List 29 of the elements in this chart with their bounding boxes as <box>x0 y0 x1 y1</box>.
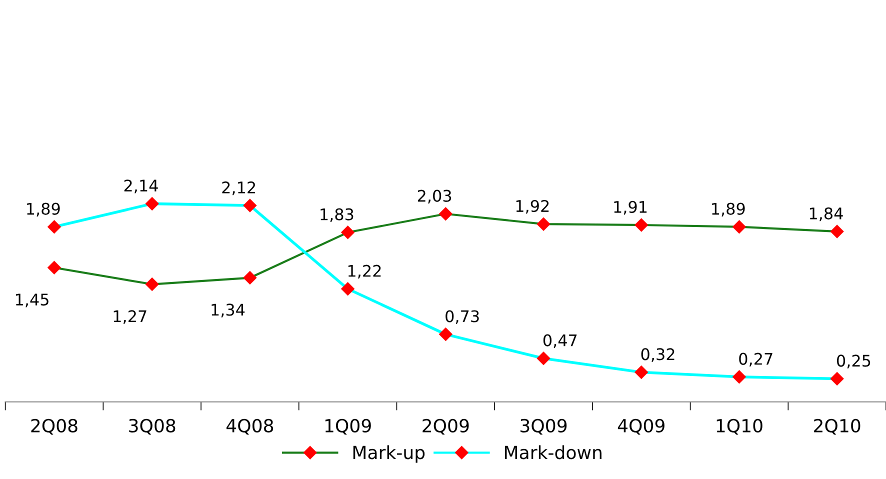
x-tick-label: 1Q09 <box>325 418 371 435</box>
data-label: 1,83 <box>320 208 354 222</box>
data-label: 1,92 <box>516 200 549 214</box>
data-label: 1,27 <box>114 310 146 324</box>
x-tick-label: 3Q08 <box>129 418 176 435</box>
x-tick-label: 2Q08 <box>31 418 78 435</box>
x-tick-label: 2Q09 <box>422 418 469 435</box>
data-label: 1,84 <box>810 207 843 222</box>
data-label: 1,34 <box>212 304 245 318</box>
data-label: 0,73 <box>446 310 479 324</box>
legend-label: Mark-up <box>353 445 425 463</box>
x-tick-label: 4Q09 <box>618 418 664 435</box>
x-tick-label: 2Q10 <box>814 418 860 435</box>
x-tick-label: 4Q08 <box>226 418 274 435</box>
data-label: 1,89 <box>712 202 745 216</box>
data-label: 2,12 <box>222 181 256 196</box>
data-label: 1,45 <box>16 294 48 308</box>
data-label: 2,14 <box>124 180 158 194</box>
legend-label: Mark-down <box>504 445 602 460</box>
x-tick-label: 1Q10 <box>716 418 762 435</box>
data-label: 1,91 <box>614 200 647 215</box>
data-label: 1,22 <box>348 264 381 279</box>
data-label: 0,32 <box>641 348 674 362</box>
data-label: 2,03 <box>418 190 452 204</box>
data-label: 1,89 <box>27 202 60 216</box>
data-label: 0,47 <box>543 334 577 348</box>
x-tick-label: 3Q09 <box>520 418 567 435</box>
data-label: 0,27 <box>739 352 772 367</box>
data-label: 0,25 <box>837 354 870 368</box>
